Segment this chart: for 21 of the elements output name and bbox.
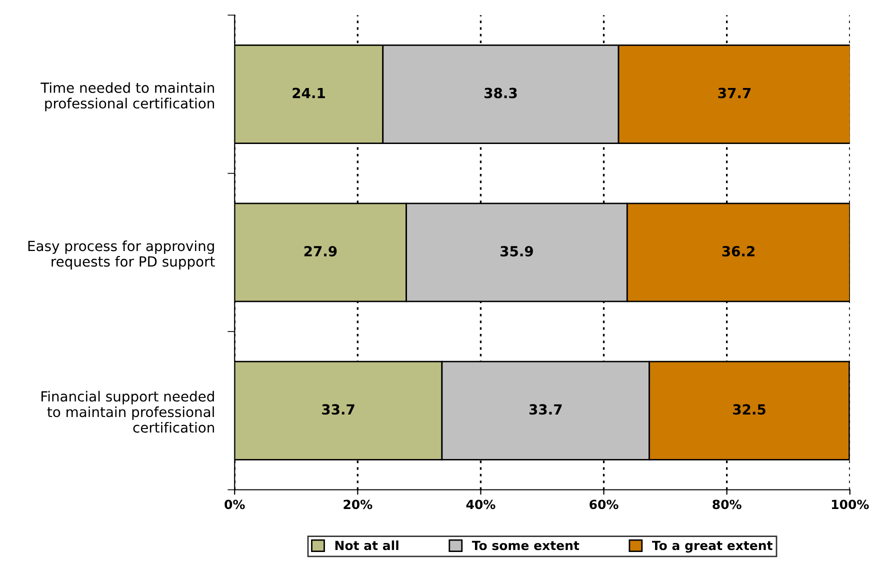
data-label: 24.1 — [292, 88, 325, 98]
x-tick-label: 60% — [590, 500, 618, 510]
data-label: 37.7 — [718, 88, 751, 98]
legend-label: Not at all — [335, 540, 398, 550]
y-tick-label: Time needed to maintain professional certification — [40, 82, 214, 112]
y-tick-label: Easy process for approving requests for PD support — [28, 240, 215, 270]
data-label: 27.9 — [304, 246, 337, 256]
x-tick-label: 20% — [344, 500, 372, 510]
x-tick-label: 80% — [712, 500, 742, 510]
data-label: 33.7 — [322, 404, 354, 415]
data-label: 35.9 — [500, 246, 533, 256]
x-tick-label: 40% — [466, 500, 496, 510]
data-label: 33.7 — [529, 404, 562, 415]
y-tick-label: Financial support needed to maintain professional certification — [42, 390, 214, 433]
data-label: 36.2 — [722, 246, 754, 256]
data-label: 38.3 — [484, 88, 517, 98]
x-tick-label: 100% — [832, 500, 869, 510]
data-label: 32.5 — [733, 404, 766, 415]
legend-label: To a great extent — [652, 540, 772, 553]
x-tick-label: 0% — [224, 500, 245, 510]
legend-label: To some extent — [472, 540, 580, 550]
